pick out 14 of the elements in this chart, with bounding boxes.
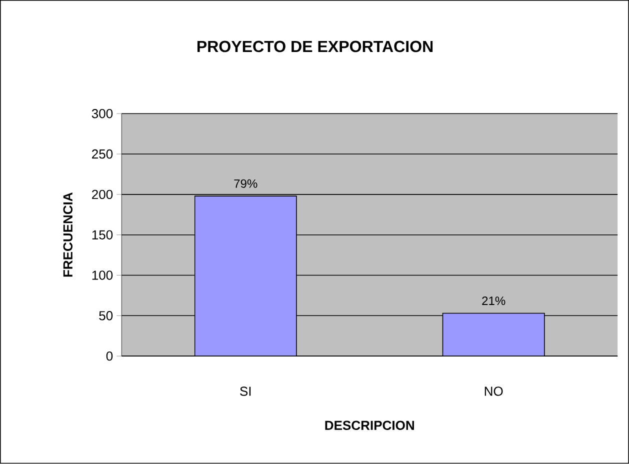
y-tick-label: 100 [92,270,113,280]
x-axis-title: DESCRIPCION [325,420,414,430]
x-tick-label: NO [484,386,503,396]
y-tick-label: 0 [106,352,113,361]
y-tick-label: 250 [92,150,113,159]
y-tick-label: 50 [99,311,113,320]
y-tick-label: 300 [92,109,113,118]
y-tick-label: 200 [92,190,113,200]
annotation: 21% [482,296,506,306]
x-tick-label: SI [240,386,251,396]
annotation: 79% [234,179,258,188]
chart-title: PROYECTO DE EXPORTACION [197,40,433,52]
y-tick-label: 150 [92,230,113,240]
y-axis-title: FRECUENCIA [63,192,72,277]
